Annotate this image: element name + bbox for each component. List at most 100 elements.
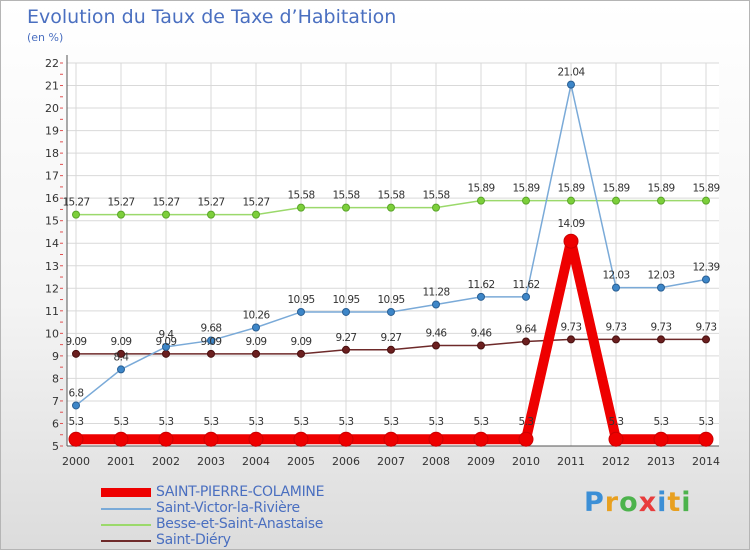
data-label-saint-victor-la-riviere-2008: 11.28 bbox=[422, 287, 449, 299]
data-point-saint-victor-la-riviere-2002 bbox=[162, 342, 170, 351]
data-point-saint-victor-la-riviere-2013 bbox=[657, 283, 665, 292]
data-label-saint-pierre-colamine-2014: 5.3 bbox=[699, 416, 714, 428]
y-tick-label-17: 17 bbox=[45, 170, 59, 183]
data-label-saint-victor-la-riviere-2002: 9.4 bbox=[159, 329, 175, 341]
data-point-besse-et-saint-anastaise-2002 bbox=[162, 210, 170, 219]
logo-letter: i bbox=[681, 487, 692, 518]
data-label-besse-et-saint-anastaise-2003: 15.27 bbox=[197, 197, 224, 209]
y-tick-label-11: 11 bbox=[45, 305, 59, 318]
legend-item-saint-diery[interactable]: Saint-Diéry bbox=[101, 532, 361, 549]
x-tick-label-2013: 2013 bbox=[647, 455, 675, 468]
logo-letter: t bbox=[667, 487, 682, 518]
data-label-saint-pierre-colamine-2001: 5.3 bbox=[114, 416, 129, 428]
data-point-saint-pierre-colamine-2013 bbox=[653, 431, 669, 447]
x-tick-label-2011: 2011 bbox=[557, 455, 585, 468]
data-label-besse-et-saint-anastaise-2008: 15.58 bbox=[422, 190, 449, 202]
data-label-saint-pierre-colamine-2004: 5.3 bbox=[249, 416, 264, 428]
data-label-besse-et-saint-anastaise-2000: 15.27 bbox=[62, 197, 89, 209]
data-label-saint-diery-2008: 9.46 bbox=[426, 328, 448, 340]
legend-swatch-saint-diery bbox=[101, 540, 151, 542]
data-point-saint-pierre-colamine-2001 bbox=[113, 431, 129, 447]
data-label-saint-pierre-colamine-2010: 5.3 bbox=[519, 416, 534, 428]
data-label-saint-victor-la-riviere-2001: 8.4 bbox=[114, 351, 130, 363]
data-point-saint-pierre-colamine-2004 bbox=[248, 431, 264, 447]
y-tick-label-20: 20 bbox=[45, 102, 59, 115]
data-point-besse-et-saint-anastaise-2010 bbox=[522, 196, 530, 205]
data-point-saint-diery-2004 bbox=[252, 349, 260, 358]
data-label-saint-victor-la-riviere-2014: 12.39 bbox=[692, 262, 719, 274]
data-label-saint-victor-la-riviere-2013: 12.03 bbox=[647, 270, 674, 282]
data-point-saint-pierre-colamine-2007 bbox=[383, 431, 399, 447]
data-point-besse-et-saint-anastaise-2004 bbox=[252, 210, 260, 219]
x-tick-label-2000: 2000 bbox=[62, 455, 90, 468]
data-point-saint-victor-la-riviere-2011 bbox=[567, 80, 575, 89]
data-label-saint-victor-la-riviere-2000: 6.8 bbox=[69, 387, 84, 399]
data-label-saint-diery-2011: 9.73 bbox=[561, 321, 582, 333]
y-tick-label-21: 21 bbox=[45, 80, 59, 93]
logo-letter: x bbox=[638, 487, 658, 518]
data-label-saint-diery-2007: 9.27 bbox=[381, 332, 402, 344]
data-label-saint-victor-la-riviere-2010: 11.62 bbox=[512, 279, 539, 291]
data-label-saint-victor-la-riviere-2012: 12.03 bbox=[602, 270, 629, 282]
data-point-saint-pierre-colamine-2005 bbox=[293, 431, 309, 447]
data-point-saint-diery-2010 bbox=[522, 337, 530, 346]
data-point-saint-pierre-colamine-2002 bbox=[158, 431, 174, 447]
x-tick-label-2006: 2006 bbox=[332, 455, 360, 468]
data-point-saint-pierre-colamine-2014 bbox=[698, 431, 714, 447]
y-tick-label-9: 9 bbox=[52, 350, 59, 363]
legend-swatch-besse-et-saint-anastaise bbox=[101, 524, 151, 526]
data-point-saint-victor-la-riviere-2008 bbox=[432, 300, 440, 309]
y-tick-label-6: 6 bbox=[52, 417, 59, 430]
legend-swatch-saint-victor-la-riviere bbox=[101, 508, 151, 510]
plot-area bbox=[67, 63, 719, 446]
data-point-saint-victor-la-riviere-2014 bbox=[702, 275, 710, 284]
y-tick-label-10: 10 bbox=[45, 327, 59, 340]
data-label-besse-et-saint-anastaise-2012: 15.89 bbox=[602, 183, 629, 195]
x-tick-label-2002: 2002 bbox=[152, 455, 180, 468]
legend-item-besse-et-saint-anastaise[interactable]: Besse-et-Saint-Anastaise bbox=[101, 516, 361, 533]
logo-letter: o bbox=[619, 487, 639, 518]
data-point-saint-victor-la-riviere-2005 bbox=[297, 307, 305, 316]
legend-item-saint-pierre-colamine[interactable]: SAINT-PIERRE-COLAMINE bbox=[101, 484, 361, 501]
chart-unit-label: (en %) bbox=[27, 31, 64, 44]
data-point-besse-et-saint-anastaise-2000 bbox=[72, 210, 80, 219]
logo-letter: P bbox=[584, 487, 605, 518]
data-label-saint-pierre-colamine-2006: 5.3 bbox=[339, 416, 354, 428]
proxiti-logo: Proxiti bbox=[584, 487, 692, 518]
legend-swatch-saint-pierre-colamine bbox=[101, 488, 151, 497]
data-point-besse-et-saint-anastaise-2014 bbox=[702, 196, 710, 205]
y-tick-label-12: 12 bbox=[45, 282, 59, 295]
chart-legend: SAINT-PIERRE-COLAMINE Saint-Victor-la-Ri… bbox=[101, 484, 361, 549]
data-point-saint-diery-2001 bbox=[117, 349, 125, 358]
data-point-besse-et-saint-anastaise-2011 bbox=[567, 196, 575, 205]
data-label-saint-diery-2006: 9.27 bbox=[336, 332, 357, 344]
data-label-saint-victor-la-riviere-2005: 10.95 bbox=[287, 294, 314, 306]
data-label-saint-pierre-colamine-2011: 14.09 bbox=[557, 218, 584, 230]
data-point-saint-pierre-colamine-2000 bbox=[68, 431, 84, 447]
data-label-saint-victor-la-riviere-2009: 11.62 bbox=[467, 279, 494, 291]
data-point-besse-et-saint-anastaise-2008 bbox=[432, 203, 440, 212]
data-point-saint-diery-2005 bbox=[297, 349, 305, 358]
data-point-saint-diery-2009 bbox=[477, 341, 485, 350]
data-point-besse-et-saint-anastaise-2009 bbox=[477, 196, 485, 205]
data-label-saint-pierre-colamine-2002: 5.3 bbox=[159, 416, 174, 428]
legend-label-besse-et-saint-anastaise: Besse-et-Saint-Anastaise bbox=[156, 516, 324, 532]
y-tick-label-15: 15 bbox=[45, 215, 59, 228]
data-point-besse-et-saint-anastaise-2003 bbox=[207, 210, 215, 219]
legend-item-saint-victor-la-riviere[interactable]: Saint-Victor-la-Rivière bbox=[101, 500, 361, 517]
data-label-saint-victor-la-riviere-2007: 10.95 bbox=[377, 294, 404, 306]
data-label-saint-pierre-colamine-2009: 5.3 bbox=[474, 416, 489, 428]
data-point-besse-et-saint-anastaise-2013 bbox=[657, 196, 665, 205]
y-tick-label-8: 8 bbox=[52, 372, 59, 385]
data-point-saint-diery-2008 bbox=[432, 341, 440, 350]
data-label-saint-pierre-colamine-2005: 5.3 bbox=[294, 416, 309, 428]
data-label-besse-et-saint-anastaise-2004: 15.27 bbox=[242, 197, 269, 209]
data-label-saint-pierre-colamine-2003: 5.3 bbox=[204, 416, 219, 428]
data-point-saint-pierre-colamine-2003 bbox=[203, 431, 219, 447]
chart-title: Evolution du Taux de Taxe d’Habitation bbox=[27, 6, 397, 28]
y-tick-label-16: 16 bbox=[45, 192, 59, 205]
legend-label-saint-pierre-colamine: SAINT-PIERRE-COLAMINE bbox=[156, 484, 325, 500]
data-label-saint-pierre-colamine-2008: 5.3 bbox=[429, 416, 444, 428]
x-tick-label-2012: 2012 bbox=[602, 455, 630, 468]
